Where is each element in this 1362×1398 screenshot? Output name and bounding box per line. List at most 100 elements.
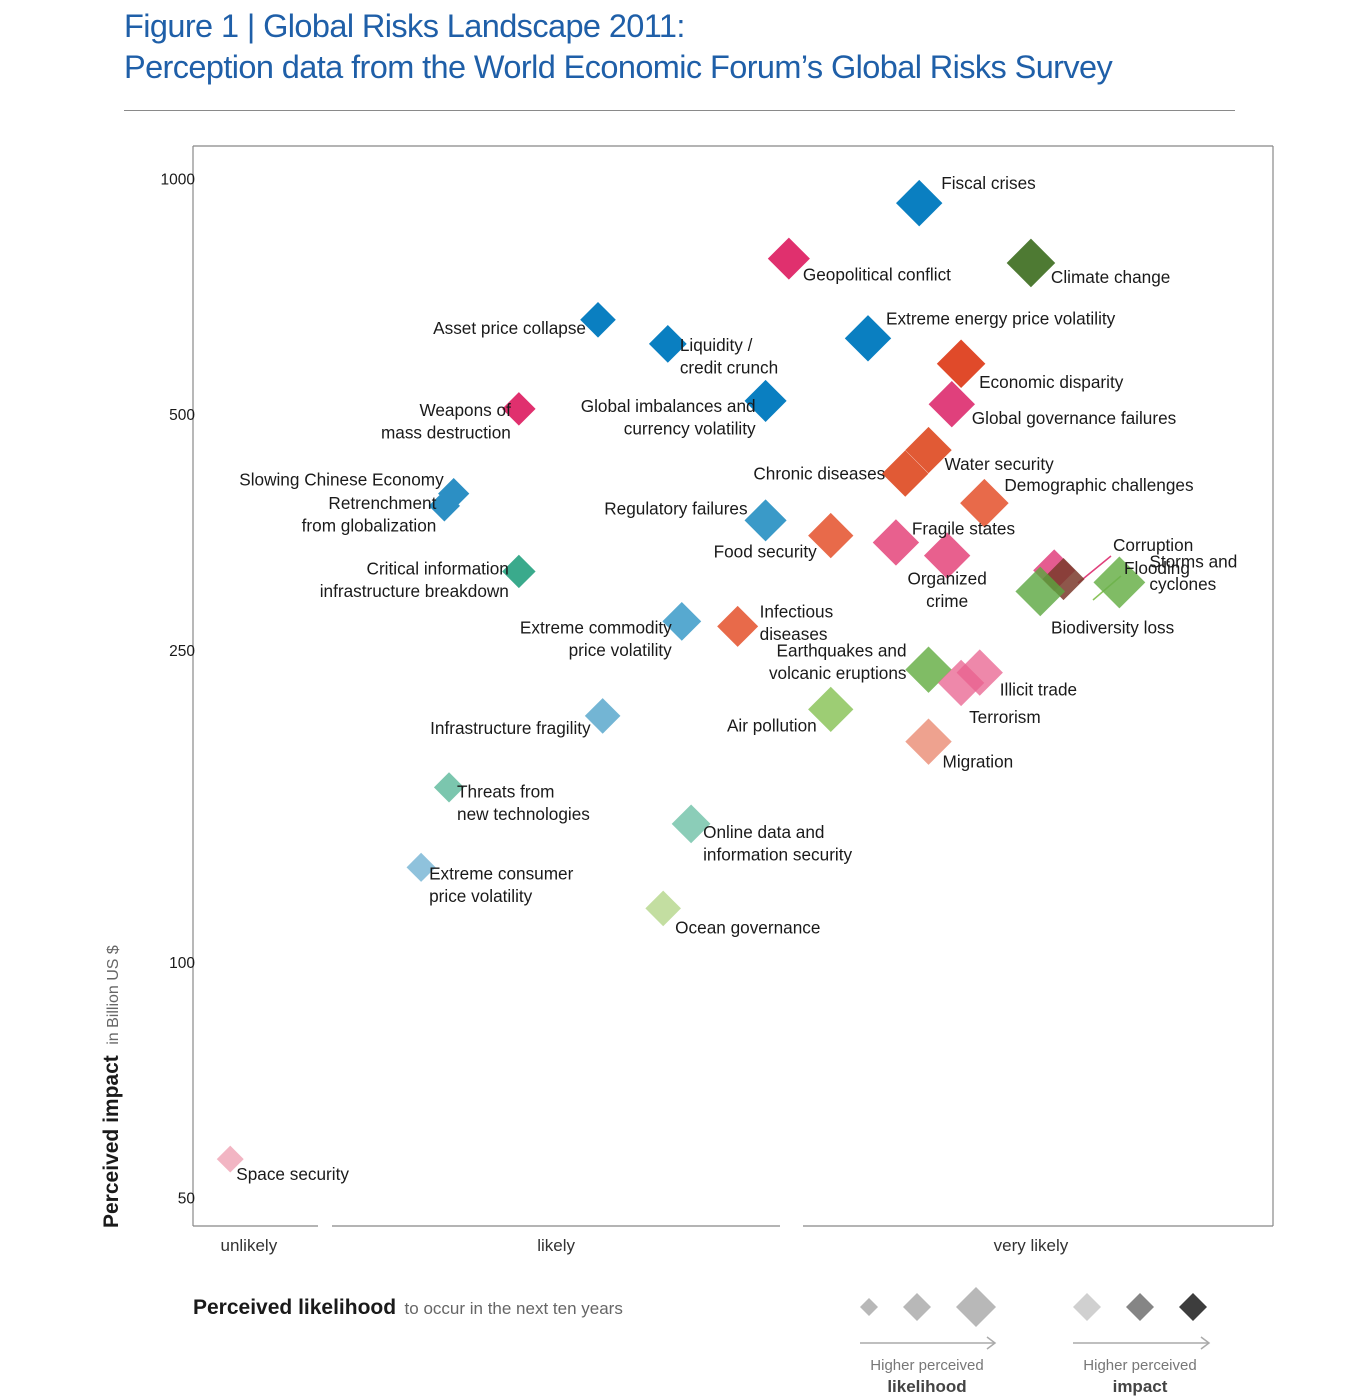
y-tick-label-100: 100 [169,955,195,972]
risk-markers [216,179,1146,1173]
legend-impact-caption: Higher perceived impact [1055,1355,1225,1397]
marker-infectious-diseases [717,605,759,647]
marker-space-security [216,1145,244,1173]
marker-water-security [905,426,952,474]
label-line-organized-crime-1: crime [926,591,968,611]
label-weapons-of-mass-destruction: Weapons of mass destruction [381,400,511,443]
label-line-air-pollution-0: Air pollution [727,715,817,735]
label-fiscal-crises: Fiscal crises [941,173,1036,193]
label-line-food-security-0: Food security [714,542,818,562]
marker-terrorism [937,659,985,707]
label-line-critical-information-infrastructure-breakdown-0: Critical information [367,558,509,578]
label-line-climate-change-0: Climate change [1051,267,1170,287]
label-line-infectious-diseases-0: Infectious [760,601,834,621]
marker-online-data-and-information-security [671,804,711,844]
marker-global-imbalances-and-currency-volatility [744,379,787,422]
figure-title: Figure 1 | Global Risks Landscape 2011: … [124,6,1264,88]
y-tick-label-500: 500 [169,407,195,424]
legend-size-marker-2 [903,1293,931,1321]
y-tick-label-50: 50 [178,1191,196,1208]
marker-demographic-challenges [960,478,1009,528]
label-line-fiscal-crises-0: Fiscal crises [941,173,1036,193]
marker-fragile-states [872,519,920,566]
label-terrorism: Terrorism [969,707,1041,727]
marker-regulatory-failures [744,499,787,542]
marker-biodiversity-loss [1015,566,1066,617]
marker-ocean-governance [645,890,681,927]
label-storms-and-cyclones: Storms and cyclones [1149,551,1237,594]
y-axis-label: Perceived impact in Billion US $ [100,945,123,1228]
label-line-ocean-governance-0: Ocean governance [675,917,820,937]
risk-labels: Fiscal crises Climate change Geopolitical … [236,173,1237,1184]
label-infrastructure-fragility: Infrastructure fragility [430,718,591,738]
label-line-chronic-diseases-0: Chronic diseases [753,464,885,484]
marker-climate-change [1006,238,1056,288]
label-line-weapons-of-mass-destruction-0: Weapons of [419,400,511,420]
legend-shade-marker-3 [1179,1293,1207,1321]
label-line-threats-from-new-technologies-1: new technologies [457,804,590,824]
label-air-pollution: Air pollution [727,715,817,735]
marker-organized-crime [923,532,971,579]
label-demographic-challenges: Demographic challenges [1004,475,1193,495]
label-climate-change: Climate change [1051,267,1170,287]
marker-geopolitical-conflict [767,237,810,280]
label-illicit-trade: Illicit trade [1000,680,1077,700]
marker-threats-from-new-technologies [433,772,465,803]
marker-chronic-diseases [882,450,929,497]
y-axis-unit: in Billion US $ [105,945,122,1045]
label-line-biodiversity-loss-0: Biodiversity loss [1051,617,1174,637]
marker-earthquakes-and-volcanic-eruptions [905,646,952,693]
label-threats-from-new-technologies: Threats from new technologies [457,781,590,824]
marker-economic-disparity [936,339,986,389]
label-line-infectious-diseases-1: diseases [760,624,828,644]
label-earthquakes-and-volcanic-eruptions: Earthquakes and volcanic eruptions [769,641,907,684]
label-critical-information-infrastructure-breakdown: Critical information infrastructure break… [320,558,509,601]
label-line-online-data-and-information-security-1: information security [703,844,852,864]
title-divider [124,110,1235,111]
label-global-governance-failures: Global governance failures [972,408,1176,428]
label-flooding: Flooding [1124,558,1190,578]
label-line-extreme-commodity-price-volatility-1: price volatility [569,640,673,660]
x-tick-label-likely: likely [537,1236,575,1255]
marker-migration [905,718,952,765]
y-axis-ticks: 1000 500 250 100 50 [161,171,196,1207]
label-line-extreme-energy-price-volatility-0: Extreme energy price volatility [886,308,1116,328]
label-online-data-and-information-security: Online data and information security [703,822,852,865]
label-regulatory-failures: Regulatory failures [604,498,747,518]
label-corruption: Corruption [1113,535,1193,555]
label-line-storms-and-cyclones-1: cyclones [1149,574,1216,594]
label-line-organized-crime-0: Organized [907,569,986,589]
label-food-security: Food security [714,542,818,562]
label-ocean-governance: Ocean governance [675,917,820,937]
marker-extreme-commodity-price-volatility [662,601,702,641]
marker-liquidity-credit-crunch [648,324,687,363]
legend [860,1287,1211,1350]
label-line-storms-and-cyclones-0: Storms and [1149,551,1237,571]
label-line-economic-disparity-0: Economic disparity [979,372,1124,392]
label-line-flooding-0: Flooding [1124,558,1190,578]
label-chronic-diseases: Chronic diseases [753,464,885,484]
legend-size-marker-3 [956,1287,996,1327]
label-extreme-consumer-price-volatility: Extreme consumer price volatility [429,863,574,906]
legend-likelihood-caption-2: likelihood [887,1377,967,1396]
marker-retrenchment-from-globalization [428,490,461,522]
label-line-retrenchment-from-globalization-0: Retrenchment [328,493,436,513]
x-axis-title: Perceived likelihood [193,1296,397,1319]
label-liquidity-credit-crunch: Liquidity / credit crunch [680,335,778,378]
legend-size-markers [860,1287,996,1327]
marker-food-security [808,512,854,559]
label-line-extreme-consumer-price-volatility-1: price volatility [429,886,533,906]
marker-weapons-of-mass-destruction [502,392,536,426]
label-line-terrorism-0: Terrorism [969,707,1041,727]
marker-asset-price-collapse [580,301,616,338]
label-line-online-data-and-information-security-0: Online data and [703,822,824,842]
label-line-space-security-0: Space security [236,1164,349,1184]
label-geopolitical-conflict: Geopolitical conflict [803,265,951,285]
label-fragile-states: Fragile states [912,518,1015,538]
label-line-illicit-trade-0: Illicit trade [1000,680,1077,700]
legend-size-marker-1 [860,1298,878,1316]
legend-impact-caption-2: impact [1112,1377,1168,1396]
legend-likelihood-caption: Higher perceived likelihood [842,1355,1012,1397]
marker-extreme-energy-price-volatility [844,315,892,362]
